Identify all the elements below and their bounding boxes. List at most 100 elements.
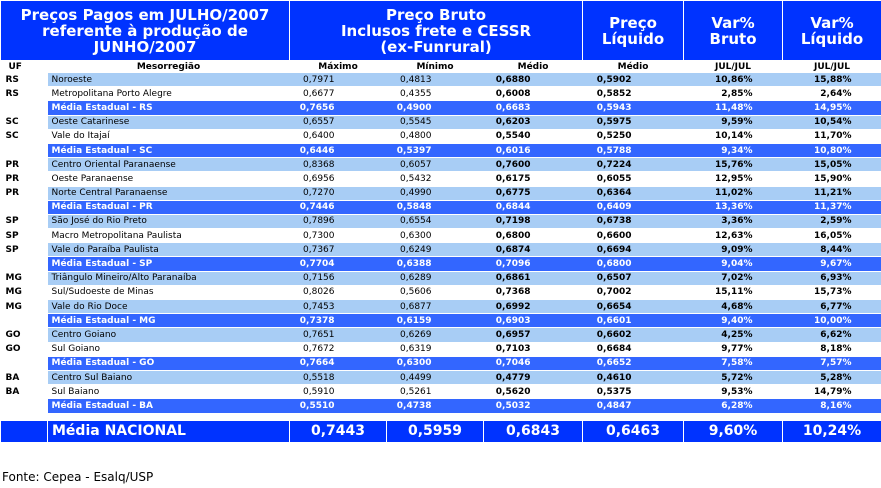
table-row: MG Vale do Rio Doce 0,7453 0,6877 0,6992 0,66… [0,299,881,315]
max-cell: 0,6956 [289,171,387,187]
state-average-row: Média Estadual - GO 0,7664 0,6300 0,7046 0,6… [0,356,881,371]
var-gross-line-1: Var% [711,13,755,32]
uf-cell: SP [0,242,48,258]
liq-cell: 0,5250 [582,129,684,144]
liq-cell: 0,7002 [582,285,684,301]
uf-cell [0,256,48,272]
var-liquido-cell: 2,59% [782,214,881,230]
uf-cell: GO [0,342,48,357]
var-liquido-cell: 15,05% [782,157,881,173]
min-cell: 0,6319 [386,342,484,357]
var-net-line-2: Líquido [800,29,864,48]
var-bruto-cell: 7,58% [683,356,783,371]
table-row: PR Centro Oriental Paranaense 0,8368 0,6057… [0,157,881,173]
max-cell: 0,7446 [289,200,387,215]
min-cell: 0,4900 [386,100,484,116]
mesorregiao-cell: Macro Metropolitana Paulista [47,228,290,244]
net-price-line-2: Líquido [601,29,665,48]
med-cell: 0,6203 [483,115,583,130]
table-row: PR Norte Central Paranaense 0,7270 0,4990 0,… [0,186,881,201]
var-liquido-cell: 10,54% [782,115,881,130]
min-cell: 0,6289 [386,271,484,286]
source-note: Fonte: Cepea - Esalq/USP [2,470,154,484]
med-cell: 0,6008 [483,86,583,102]
med-cell: 0,7103 [483,342,583,357]
mesorregiao-cell: Vale do Paraíba Paulista [47,242,290,258]
max-cell: 0,7672 [289,342,387,357]
gross-price-line-3: (ex-Funrural) [380,37,492,56]
var-bruto-cell: 9,77% [683,342,783,357]
min-cell: 0,6300 [386,356,484,371]
med-cell: 0,6800 [483,228,583,244]
med-cell: 0,6844 [483,200,583,215]
mesorregiao-cell: Oeste Catarinese [47,115,290,130]
med-cell: 0,5620 [483,384,583,400]
uf-cell: RS [0,73,48,88]
table-row: GO Centro Goiano 0,7651 0,6269 0,6957 0,6602 4… [0,327,881,343]
mesorregiao-cell: Vale do Itajaí [47,129,290,144]
liq-cell: 0,5375 [582,384,684,400]
uf-cell [0,398,48,414]
col-medio-bruto: Médio [483,60,583,73]
liq-cell: 0,5975 [582,115,684,130]
mesorregiao-cell: Triângulo Mineiro/Alto Paranaíba [47,271,290,286]
var-bruto-cell: 9,04% [683,256,783,272]
liq-cell: 0,6800 [582,256,684,272]
max-cell: 0,7453 [289,299,387,315]
min-cell: 0,5606 [386,285,484,301]
max-cell: 0,7656 [289,100,387,116]
min-cell: 0,4738 [386,398,484,414]
max-cell: 0,5910 [289,384,387,400]
var-bruto-cell: 9,53% [683,384,783,400]
table-row: BA Centro Sul Baiano 0,5518 0,4499 0,4779 0,4… [0,370,881,386]
var-liquido-cell: 5,28% [782,370,881,386]
national-label: Média NACIONAL [46,420,291,442]
liq-cell: 0,6600 [582,228,684,244]
uf-cell: RS [0,86,48,102]
liq-cell: 0,6652 [582,356,684,371]
min-cell: 0,6269 [386,327,484,343]
min-cell: 0,6249 [386,242,484,258]
uf-cell [0,313,48,329]
min-cell: 0,6554 [386,214,484,230]
liq-cell: 0,6684 [582,342,684,357]
national-min: 0,5959 [386,420,485,442]
var-gross-header: Var% Bruto [683,0,784,61]
var-liquido-cell: 15,90% [782,171,881,187]
var-liquido-cell: 6,93% [782,271,881,286]
max-cell: 0,5518 [289,370,387,386]
var-bruto-cell: 10,86% [683,73,783,88]
mesorregiao-cell: Centro Oriental Paranaense [47,157,290,173]
mesorregiao-cell: Média Estadual - PR [47,200,290,215]
national-max: 0,7443 [289,420,388,442]
liq-cell: 0,4847 [582,398,684,414]
var-liquido-cell: 2,64% [782,86,881,102]
table-row: MG Sul/Sudoeste de Minas 0,8026 0,5606 0,736… [0,285,881,301]
var-bruto-cell: 11,02% [683,186,783,201]
var-liquido-cell: 8,18% [782,342,881,357]
uf-cell [0,143,48,159]
gross-price-header: Preço Bruto Inclusos frete e CESSR (ex-F… [289,0,584,61]
var-liquido-cell: 15,88% [782,73,881,88]
mesorregiao-cell: Centro Goiano [47,327,290,343]
uf-cell [0,100,48,116]
national-liq: 0,6463 [582,420,685,442]
max-cell: 0,7664 [289,356,387,371]
uf-cell: MG [0,299,48,315]
min-cell: 0,4813 [386,73,484,88]
milk-price-table: Preços Pagos em JULHO/2007 referente à p… [0,0,881,442]
var-liquido-cell: 14,95% [782,100,881,116]
mesorregiao-cell: Sul Goiano [47,342,290,357]
uf-cell: SP [0,228,48,244]
state-average-row: Média Estadual - RS 0,7656 0,4900 0,6683 0,5… [0,100,881,116]
liq-cell: 0,4610 [582,370,684,386]
state-average-row: Média Estadual - SC 0,6446 0,5397 0,6016 0,5… [0,143,881,159]
min-cell: 0,6388 [386,256,484,272]
net-price-header: Preço Líquido [582,0,685,61]
med-cell: 0,6992 [483,299,583,315]
uf-cell: MG [0,271,48,286]
table-body: RS Noroeste 0,7971 0,4813 0,6880 0,5902 10,86%… [0,73,881,414]
min-cell: 0,6877 [386,299,484,315]
med-cell: 0,6903 [483,313,583,329]
min-cell: 0,4990 [386,186,484,201]
